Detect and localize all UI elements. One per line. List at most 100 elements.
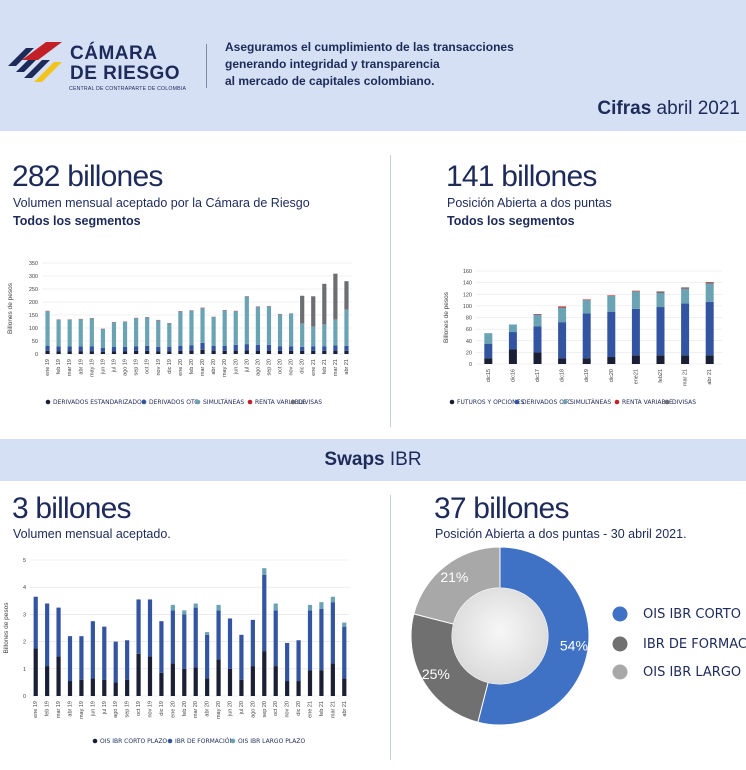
bar-segment	[170, 604, 175, 611]
posicion-segment: Todos los segmentos	[447, 214, 575, 228]
bar-segment	[300, 323, 305, 347]
bar-segment	[90, 621, 95, 679]
x-tick-label: abr 21	[707, 369, 713, 385]
bar-segment	[533, 326, 542, 353]
bar-segment	[233, 344, 238, 351]
legend-label: FUTUROS Y OPCIONES	[457, 399, 524, 406]
bar-segment	[233, 311, 238, 345]
bar-segment	[56, 346, 61, 352]
bar-segment	[79, 679, 84, 696]
x-tick-label: abr 19	[68, 701, 74, 717]
legend-marker	[514, 399, 520, 405]
bar-segment	[182, 614, 187, 669]
bar-segment	[222, 345, 227, 351]
x-tick-label: abr 20	[211, 359, 217, 375]
bar-segment	[56, 607, 61, 657]
x-tick-label: may 20	[216, 701, 222, 719]
x-tick-label: ene21	[633, 369, 639, 384]
bar-segment	[122, 321, 128, 347]
bar-segment	[262, 568, 267, 575]
bar-segment	[159, 672, 164, 696]
bar-segment	[111, 346, 117, 352]
legend-marker	[612, 606, 628, 622]
bar-segment	[631, 290, 640, 292]
bar-segment	[159, 621, 164, 673]
x-tick-label: sep 19	[125, 701, 131, 718]
x-tick-label: ene 21	[311, 359, 317, 376]
bar-segment	[33, 596, 38, 649]
bar-segment	[307, 604, 313, 611]
bar-segment	[558, 306, 567, 308]
tagline-line3: al mercado de capitales colombiano.	[225, 74, 435, 88]
bar-segment	[607, 311, 616, 358]
cifras-rest: abril 2021	[651, 98, 740, 119]
bar-segment	[170, 610, 175, 664]
bar-segment	[167, 323, 172, 347]
bar-segment	[182, 668, 187, 696]
bar-segment	[113, 682, 118, 696]
legend-label: DIVISAS	[672, 399, 696, 406]
cifras-bold: Cifras	[597, 98, 652, 119]
swaps-volumen-headline: 3 billones	[12, 492, 132, 525]
x-tick-label: feb21	[658, 369, 664, 383]
bar-segment	[273, 610, 278, 667]
bar-segment	[78, 351, 83, 354]
bar-segment	[631, 308, 640, 356]
bar-segment	[705, 282, 714, 284]
bar-segment	[147, 656, 153, 696]
bar-segment	[255, 306, 260, 345]
bar-segment	[244, 350, 249, 354]
bar-segment	[319, 608, 324, 671]
volumen-headline: 282 billones	[12, 160, 163, 193]
bar-segment	[484, 343, 493, 359]
bar-segment	[45, 345, 50, 351]
bar-segment	[319, 670, 324, 696]
x-tick-label: ago 20	[250, 701, 256, 718]
band-bold: Swaps	[324, 449, 385, 470]
bar-segment	[607, 357, 616, 364]
tagline-line1: Aseguramos el cumplimiento de las transa…	[225, 40, 514, 54]
bar-segment	[145, 317, 150, 346]
x-tick-label: mar 21	[330, 701, 336, 718]
bar-segment	[205, 632, 210, 635]
bar-segment	[330, 602, 335, 664]
bar-segment	[273, 603, 278, 611]
bar-segment	[178, 345, 183, 351]
bar-segment	[582, 313, 591, 359]
bar-segment	[244, 296, 249, 345]
x-tick-label: ene 20	[178, 359, 184, 376]
y-tick-label: 200	[29, 300, 38, 306]
cifras-title: Cifras abril 2021	[597, 98, 740, 120]
bar-segment	[216, 659, 221, 696]
x-tick-label: jun 19	[90, 701, 96, 717]
bar-segment	[607, 295, 616, 296]
y-tick-label: 120	[463, 292, 472, 298]
bar-segment	[289, 350, 294, 354]
legend-marker	[247, 399, 253, 405]
y-tick-label: 350	[29, 261, 38, 267]
bar-segment	[125, 640, 130, 680]
bar-segment	[311, 296, 316, 327]
y-tick-label: 0	[469, 362, 472, 368]
legend-marker	[167, 738, 173, 744]
bar-segment	[296, 681, 301, 696]
bar-segment	[533, 314, 542, 327]
bar-segment	[167, 346, 172, 352]
y-tick-label: 100	[29, 326, 38, 332]
bar-segment	[145, 345, 150, 351]
bar-segment	[344, 309, 349, 346]
x-tick-label: jun 19	[100, 359, 106, 375]
x-tick-label: mar 20	[200, 359, 206, 376]
bar-segment	[277, 350, 283, 354]
bar-segment	[705, 283, 714, 302]
bar-segment	[134, 346, 139, 351]
x-tick-label: jul 19	[111, 359, 117, 373]
bar-segment	[156, 346, 161, 352]
x-tick-label: mar 19	[56, 701, 62, 718]
bar-segment	[134, 350, 139, 354]
bar-segment	[681, 287, 690, 288]
bar-segment	[250, 666, 255, 696]
x-tick-label: may 20	[222, 359, 228, 377]
